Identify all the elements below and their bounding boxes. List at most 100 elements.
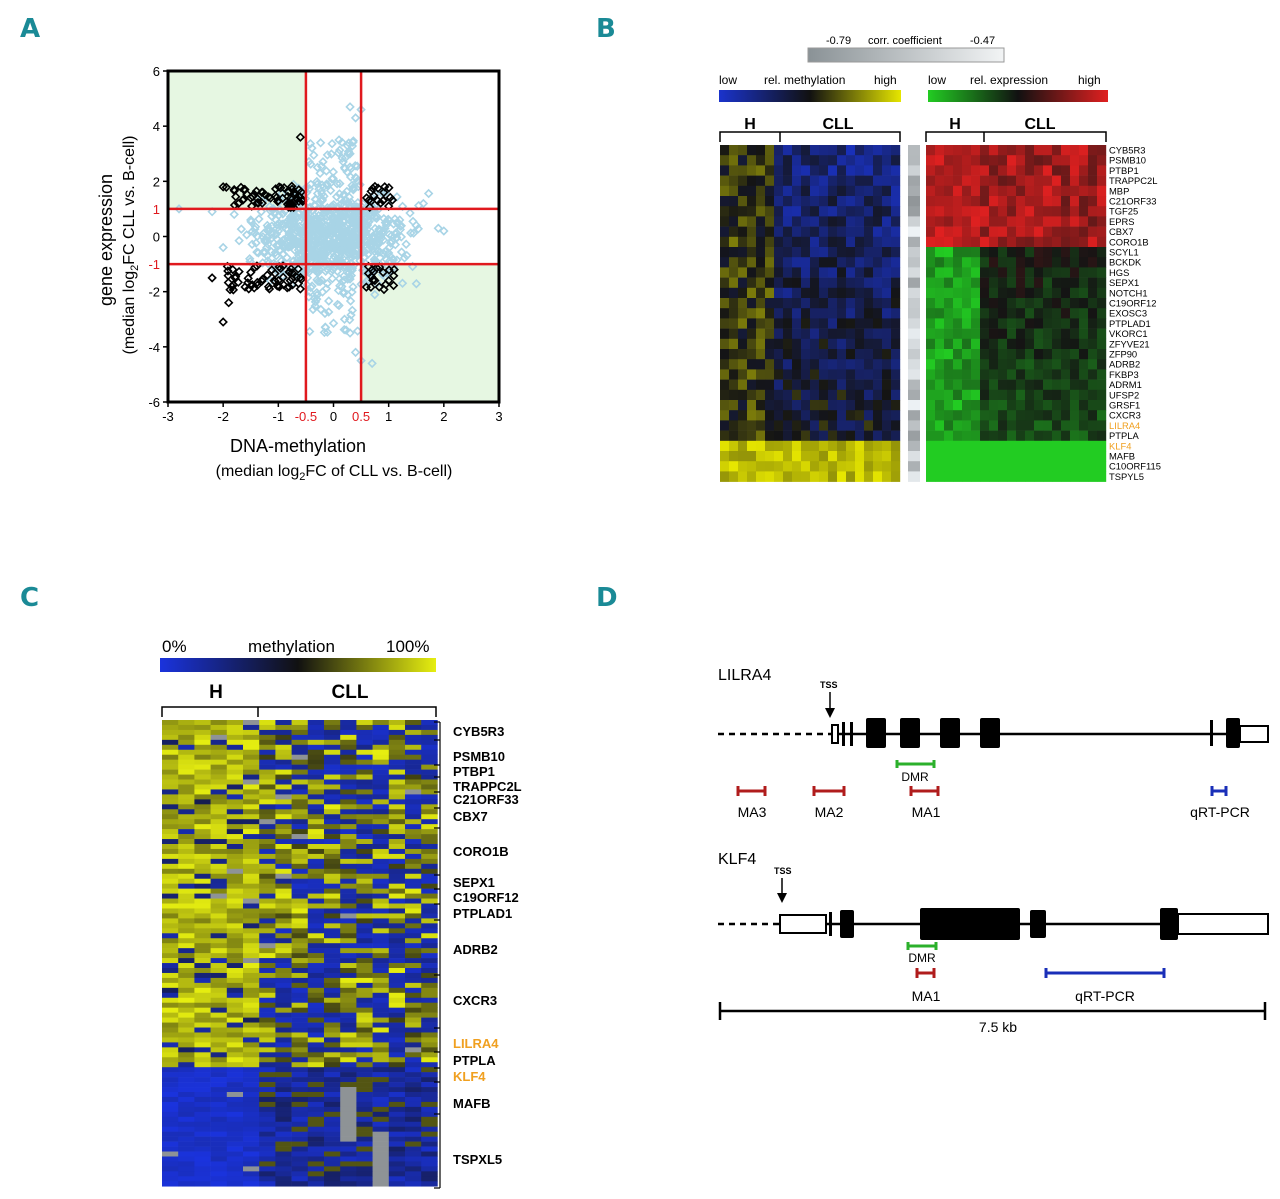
heatmap-cell bbox=[421, 992, 438, 999]
dmr-label-lilra4: DMR bbox=[901, 770, 929, 784]
heatmap-cell bbox=[421, 1171, 438, 1177]
heatmap-cell bbox=[747, 206, 757, 217]
heatmap-cell bbox=[765, 379, 775, 391]
heatmap-cell bbox=[953, 440, 963, 452]
heatmap-cell bbox=[291, 779, 309, 785]
heatmap-cell bbox=[405, 948, 422, 954]
heatmap-cell bbox=[178, 1176, 195, 1182]
heatmap-cell bbox=[1061, 226, 1071, 238]
heatmap-cell bbox=[828, 440, 838, 452]
scatter-point bbox=[285, 220, 295, 230]
heatmap-cell bbox=[810, 247, 820, 258]
correlation-cell bbox=[908, 165, 920, 176]
heatmap-cell bbox=[891, 185, 901, 197]
heatmap-cell bbox=[259, 784, 276, 790]
heatmap-cell bbox=[356, 1181, 373, 1187]
heatmap-cell bbox=[989, 318, 999, 329]
heatmap-cell bbox=[837, 298, 847, 309]
heatmap-cell bbox=[275, 1171, 292, 1177]
heatmap-cell bbox=[421, 1037, 438, 1043]
heatmap-cell bbox=[243, 918, 260, 924]
heatmap-cell bbox=[935, 430, 945, 442]
heatmap-cell bbox=[178, 729, 195, 736]
scatter-point bbox=[379, 213, 389, 224]
heatmap-cell bbox=[1034, 338, 1044, 350]
heatmap-cell bbox=[324, 1062, 341, 1068]
heatmap-cell bbox=[356, 982, 373, 989]
heatmap-cell bbox=[275, 734, 292, 741]
heatmap-cell bbox=[356, 893, 373, 899]
heatmap-cell bbox=[226, 1017, 244, 1023]
scatter-point-significant bbox=[381, 279, 391, 290]
scatter-point bbox=[307, 245, 318, 256]
correlation-cell bbox=[908, 430, 920, 442]
heatmap-cell bbox=[275, 749, 292, 756]
heatmap-cell bbox=[1061, 145, 1071, 156]
y-tick-label: -4 bbox=[148, 340, 160, 355]
heatmap-cell bbox=[738, 328, 748, 340]
heatmap-cell bbox=[837, 257, 847, 268]
heatmap-cell bbox=[194, 1121, 211, 1128]
heatmap-cell bbox=[388, 982, 406, 989]
heatmap-cell bbox=[828, 165, 838, 176]
heatmap-cell bbox=[792, 196, 802, 207]
heatmap-cell bbox=[935, 267, 945, 278]
heatmap-cell bbox=[1097, 145, 1107, 156]
heatmap-cell bbox=[210, 992, 228, 999]
heatmap-cell bbox=[178, 918, 195, 924]
heatmap-cell bbox=[720, 451, 730, 462]
heatmap-cell bbox=[275, 992, 292, 999]
heatmap-cell bbox=[243, 724, 260, 731]
scatter-point bbox=[254, 214, 264, 224]
heatmap-cell bbox=[971, 236, 981, 248]
heatmap-cell bbox=[259, 724, 276, 731]
scatter-point bbox=[263, 239, 273, 249]
heatmap-cell bbox=[194, 774, 211, 780]
heatmap-cell bbox=[1043, 206, 1053, 217]
heatmap-cell bbox=[1088, 145, 1098, 156]
heatmap-cell bbox=[980, 349, 990, 360]
heatmap-cell bbox=[1034, 247, 1044, 258]
heatmap-cell bbox=[783, 298, 793, 309]
heatmap-cell bbox=[194, 1052, 211, 1058]
threshold-lines bbox=[168, 71, 499, 402]
heatmap-cell bbox=[1025, 328, 1035, 340]
heatmap-cell bbox=[765, 226, 775, 238]
heatmap-cell bbox=[243, 1121, 260, 1128]
heatmap-cell bbox=[372, 933, 390, 939]
heatmap-cell bbox=[1034, 257, 1044, 268]
heatmap-cell bbox=[291, 908, 309, 914]
heatmap-cell bbox=[324, 858, 341, 865]
scatter-point-significant bbox=[223, 270, 233, 281]
heatmap-cell bbox=[998, 369, 1008, 380]
heatmap-cell bbox=[194, 923, 211, 929]
heatmap-cell bbox=[1025, 369, 1035, 380]
heatmap-cell bbox=[388, 1052, 406, 1058]
heatmap-cell bbox=[989, 257, 999, 268]
heatmap-cell bbox=[405, 1121, 422, 1128]
heatmap-cell bbox=[1061, 338, 1071, 350]
heatmap-cell bbox=[388, 739, 406, 746]
heatmap-cell bbox=[178, 839, 195, 845]
heatmap-cell bbox=[944, 236, 954, 248]
heatmap-cell bbox=[259, 903, 276, 909]
heatmap-cell bbox=[372, 918, 390, 924]
heatmap-cell bbox=[738, 267, 748, 278]
heatmap-cell bbox=[275, 1096, 292, 1103]
heatmap-cell bbox=[1088, 430, 1098, 442]
heatmap-cell bbox=[243, 1141, 260, 1147]
scatter-point bbox=[406, 228, 416, 238]
heatmap-cell bbox=[980, 267, 990, 278]
scatter-point-significant bbox=[388, 271, 399, 281]
heatmap-cell bbox=[1079, 226, 1089, 238]
heatmap-cell bbox=[324, 1087, 341, 1093]
heatmap-cell bbox=[356, 1082, 373, 1088]
gene-label: MBP bbox=[1109, 185, 1129, 196]
heatmap-cell bbox=[998, 175, 1008, 187]
heatmap-cell bbox=[162, 883, 179, 889]
heatmap-cell bbox=[356, 863, 373, 870]
heatmap-cell bbox=[291, 789, 309, 795]
heatmap-cell bbox=[882, 185, 892, 197]
scatter-point-significant bbox=[370, 181, 380, 192]
heatmap-cell bbox=[259, 1101, 276, 1108]
